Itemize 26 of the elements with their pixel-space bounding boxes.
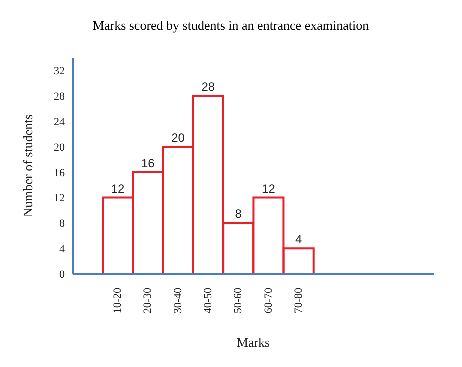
y-tick-label: 12 xyxy=(54,192,65,205)
y-tick-label: 24 xyxy=(54,116,66,128)
y-tick-label: 16 xyxy=(54,167,66,180)
data-label: 12 xyxy=(111,182,125,196)
x-axis-title: Marks xyxy=(236,335,270,350)
y-tick-label: 0 xyxy=(60,268,66,281)
data-label: 28 xyxy=(202,80,216,94)
data-label: 20 xyxy=(172,130,186,145)
y-axis-title: Number of students xyxy=(20,114,36,218)
y-tick-label: 4 xyxy=(60,243,66,256)
x-tick-label: 30-40 xyxy=(172,288,184,314)
y-tick-label: 20 xyxy=(54,142,66,154)
data-label: 4 xyxy=(296,232,303,247)
x-tick-label: 20-30 xyxy=(142,288,154,314)
x-tick-label: 60-70 xyxy=(262,288,275,314)
x-tick-label: 40-50 xyxy=(202,288,214,314)
x-tick-label: 50-60 xyxy=(232,288,245,314)
y-tick-label: 28 xyxy=(54,91,66,104)
data-label: 8 xyxy=(235,207,242,222)
data-label: 16 xyxy=(141,156,156,170)
y-tick-label: 32 xyxy=(54,66,65,78)
data-label: 12 xyxy=(262,182,276,196)
y-tick-label: 8 xyxy=(60,218,66,230)
chart-title: Marks scored by students in an entrance examination xyxy=(92,18,370,34)
x-tick-label: 10-20 xyxy=(112,288,124,314)
x-tick-label: 70-80 xyxy=(292,288,305,314)
